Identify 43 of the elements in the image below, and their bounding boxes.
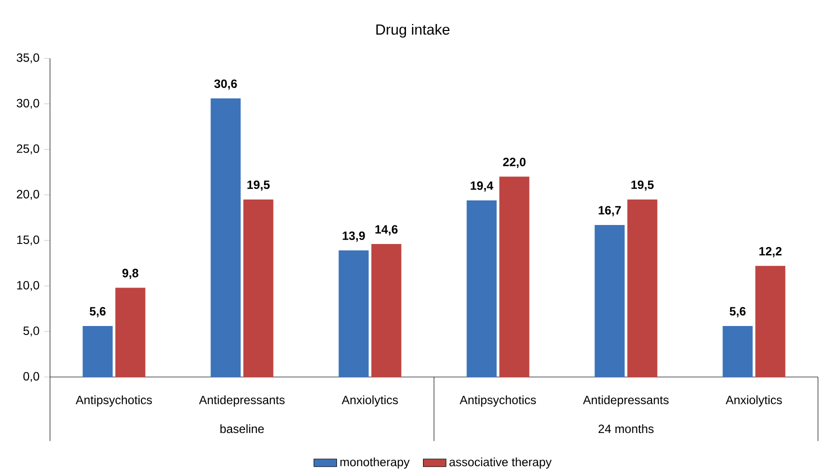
x-tick-label: Antipsychotics [460, 395, 536, 407]
bar [594, 224, 625, 377]
x-tick-label: Anxiolytics [726, 395, 782, 407]
data-label: 19,5 [247, 180, 270, 191]
bar [627, 199, 658, 377]
data-label: 22,0 [503, 158, 526, 168]
data-label: 14,6 [375, 225, 398, 236]
data-label: 30,6 [214, 79, 237, 90]
y-tick-label: 20,0 [16, 190, 40, 200]
text: 24 months [598, 424, 654, 434]
data-label: 16,7 [598, 206, 621, 216]
y-tick-label: 25,0 [16, 144, 40, 154]
data-label: 12,2 [759, 246, 782, 258]
x-tick-label: Antidepressants [199, 395, 285, 407]
y-tick-label: 0,0 [23, 372, 40, 382]
y-tick-label: 30,0 [16, 98, 40, 109]
bar [499, 176, 530, 377]
bar [338, 250, 369, 377]
data-label: 5,6 [730, 307, 746, 318]
legend-label: monotherapy [340, 457, 410, 469]
legend-label: associative therapy [449, 457, 552, 469]
bar [466, 200, 497, 377]
bar [371, 244, 402, 377]
x-tick-label: Anxiolytics [342, 395, 398, 407]
bar [115, 288, 146, 377]
y-tick-label: 10,0 [17, 280, 40, 291]
bar [243, 199, 274, 377]
bar [210, 98, 241, 377]
x-tick-label: Antidepressants [582, 395, 669, 407]
y-tick-label: 35,0 [16, 53, 40, 64]
data-label: 13,9 [342, 231, 365, 242]
x-tick-label: Antipsychotics [76, 395, 152, 407]
y-tick-label: 15,0 [17, 235, 40, 246]
data-label: 19,5 [631, 180, 654, 191]
chart-title: Drug intake [376, 24, 450, 38]
bar [82, 326, 113, 377]
y-tick-label: 5,0 [23, 326, 40, 336]
data-label: 5,6 [90, 307, 106, 318]
text: baseline [220, 424, 264, 434]
bar [755, 266, 786, 377]
data-label: 19,4 [470, 181, 494, 192]
data-label: 9,8 [122, 268, 138, 280]
bar [722, 326, 753, 377]
